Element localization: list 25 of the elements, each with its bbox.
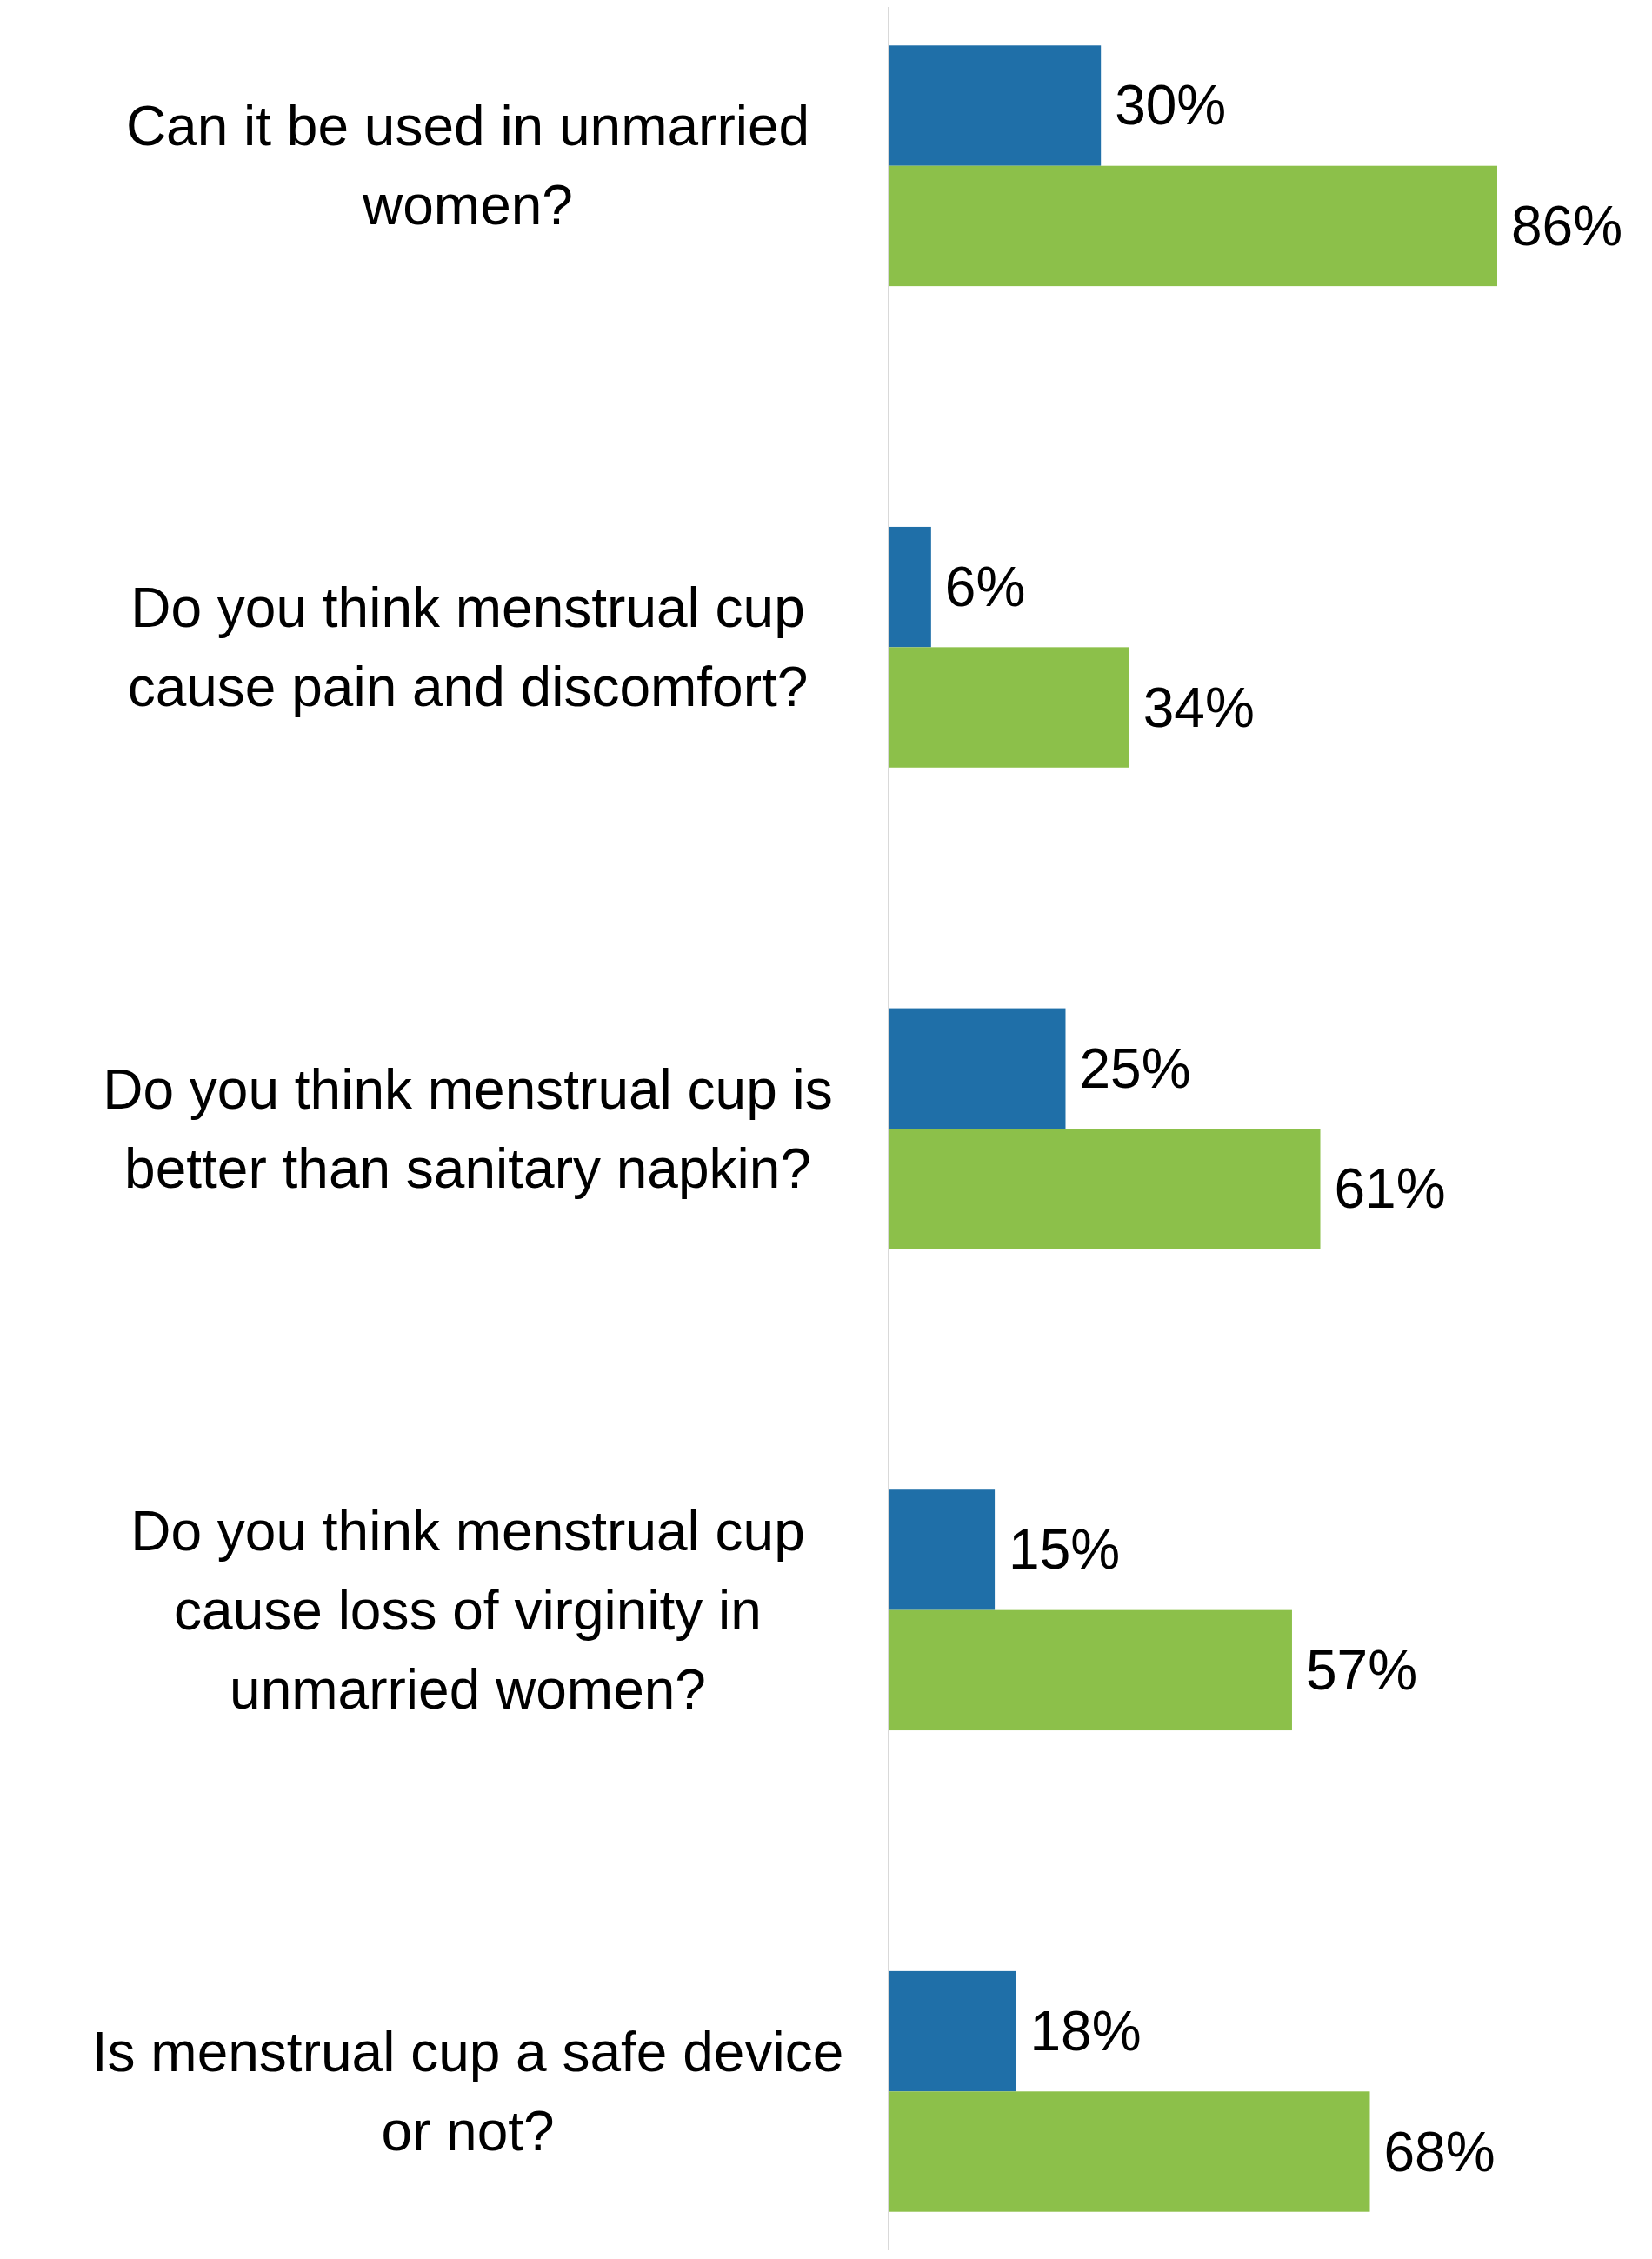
y-tick-label: Do you think menstrual cup cause loss of virginity in unmarried women? xyxy=(130,1499,805,1721)
data-label: 25% xyxy=(1079,1036,1191,1100)
bar xyxy=(889,45,1102,166)
y-tick-label: Do you think menstrual cup cause pain and discomfort? xyxy=(127,576,809,718)
bar xyxy=(889,165,1497,287)
data-label: 86% xyxy=(1511,194,1623,257)
data-label: 61% xyxy=(1334,1157,1446,1221)
data-label: 68% xyxy=(1383,2120,1495,2183)
bar xyxy=(889,647,1129,768)
data-label: 57% xyxy=(1305,1638,1418,1702)
bar xyxy=(889,1970,1016,2092)
bar xyxy=(889,2091,1370,2212)
data-label: 34% xyxy=(1142,676,1255,739)
bar xyxy=(889,526,931,648)
data-label: 18% xyxy=(1029,2000,1142,2063)
data-label: 6% xyxy=(944,556,1026,619)
y-tick-label: Is menstrual cup a safe device or not? xyxy=(91,2020,844,2162)
y-tick-label: Can it be used in unmarried women? xyxy=(125,95,810,237)
bar xyxy=(889,1609,1292,1731)
bar xyxy=(889,1129,1321,1249)
data-label: 30% xyxy=(1115,74,1227,137)
bar xyxy=(889,1489,996,1610)
data-label: 15% xyxy=(1009,1518,1121,1582)
y-tick-label: Do you think menstrual cup is better than sanitary napkin? xyxy=(103,1057,833,1200)
bar xyxy=(889,1008,1066,1129)
